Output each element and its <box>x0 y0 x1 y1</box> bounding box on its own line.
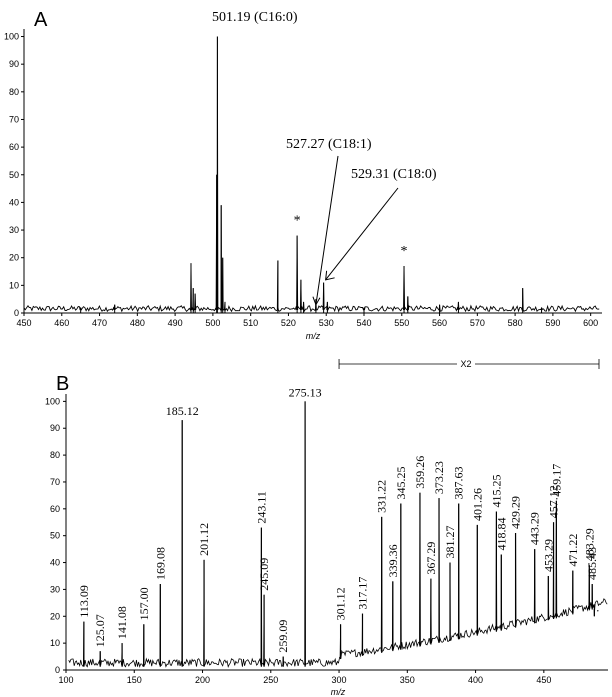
peak-label-b: 415.25 <box>489 475 503 508</box>
x-tick-label-b: 200 <box>195 675 210 685</box>
peak-label-b: 457.12 <box>547 485 561 518</box>
x-tick-label-a: 480 <box>130 318 145 328</box>
annotation-c18-1: 527.27 (C18:1) <box>286 137 372 152</box>
x-tick-label-a: 470 <box>92 318 107 328</box>
y-tick-label-b: 80 <box>50 450 60 460</box>
peak-label-b: . <box>587 609 601 612</box>
panel-label-b: B <box>56 373 69 395</box>
peak-label-b: 125.07 <box>93 614 107 647</box>
peak-label-b: 373.23 <box>432 461 446 494</box>
y-tick-label-b: 70 <box>50 477 60 487</box>
x-axis-label-a: m/z <box>306 331 321 341</box>
x-tick-label-a: 580 <box>508 318 523 328</box>
peak-label-b: 485.43 <box>585 547 599 580</box>
x-tick-label-a: 590 <box>545 318 560 328</box>
x-axis-label-b: m/z <box>331 687 346 697</box>
y-tick-label-b: 60 <box>50 504 60 514</box>
y-tick-label-a: 80 <box>9 87 19 97</box>
x-tick-label-b: 250 <box>263 675 278 685</box>
spectrum-line-a <box>23 36 600 313</box>
x-tick-label-a: 460 <box>54 318 69 328</box>
arrow-c18-1 <box>315 155 339 305</box>
peak-label-b: 359.26 <box>413 456 427 489</box>
peak-label-b: 418.84 <box>494 517 508 550</box>
x-tick-label-b: 150 <box>127 675 142 685</box>
y-tick-label-a: 90 <box>9 59 19 69</box>
y-tick-label-a: 50 <box>9 170 19 180</box>
peak-label-b: 345.25 <box>394 466 408 499</box>
peak-label-b: 113.09 <box>77 585 91 618</box>
peak-label-b: 453.29 <box>541 539 555 572</box>
peak-label-b: 387.63 <box>452 466 466 499</box>
peak-label-b: 483.29 <box>582 528 596 561</box>
y-tick-label-a: 30 <box>9 225 19 235</box>
y-tick-label-a: 40 <box>9 197 19 207</box>
panel-b: B X2 0 10 20 30 40 50 60 70 80 90 100 100 150 200 250 300… <box>45 358 608 697</box>
peak-label-b: 401.26 <box>470 488 484 521</box>
peak-label-b: 331.22 <box>375 480 389 513</box>
y-tick-label-b: 10 <box>50 638 60 648</box>
x-tick-label-b: 300 <box>332 675 347 685</box>
spectrum-line-b <box>68 401 608 669</box>
asterisk-a: * <box>294 214 301 229</box>
x-tick-label-a: 560 <box>432 318 447 328</box>
y-tick-label-b: 30 <box>50 584 60 594</box>
y-tick-label-a: 20 <box>9 253 19 263</box>
scale-label: X2 <box>460 359 471 369</box>
x-tick-label-a: 490 <box>168 318 183 328</box>
peak-label-b: 201.12 <box>197 523 211 556</box>
peak-label-b: 301.12 <box>334 587 348 620</box>
y-tick-label-a: 100 <box>4 32 19 42</box>
peak-label-b: 367.29 <box>424 542 438 575</box>
y-tick-label-b: 100 <box>45 396 60 406</box>
annotation-c16: 501.19 (C16:0) <box>212 10 298 25</box>
x-tick-label-a: 570 <box>470 318 485 328</box>
x-tick-label-b: 400 <box>468 675 483 685</box>
peak-label-b: 443.29 <box>528 512 542 545</box>
y-tick-label-a: 0 <box>14 308 19 318</box>
y-tick-label-b: 90 <box>50 423 60 433</box>
x-tick-label-a: 550 <box>394 318 409 328</box>
y-tick-label-b: 0 <box>55 665 60 675</box>
y-tick-label-a: 70 <box>9 114 19 124</box>
asterisk-a: * <box>401 244 408 259</box>
y-tick-label-a: 60 <box>9 142 19 152</box>
arrowhead-c18-1 <box>312 296 321 306</box>
arrow-c18-0 <box>325 187 399 281</box>
peak-label-b: 185.12 <box>166 404 199 418</box>
peak-label-b: 169.08 <box>153 547 167 580</box>
x-tick-label-a: 510 <box>243 318 258 328</box>
arrowhead-c18-0 <box>325 270 335 281</box>
peak-label-b: 141.08 <box>115 606 129 639</box>
peak-label-b: 429.29 <box>509 496 523 529</box>
peak-label-b: 381.27 <box>443 526 457 559</box>
y-tick-label-b: 50 <box>50 531 60 541</box>
peak-label-b: 339.36 <box>386 544 400 577</box>
panel-a: A 0 10 20 30 40 50 60 70 80 90 100 450 460 470 480 490 50… <box>4 9 602 341</box>
peak-label-b: 275.13 <box>289 385 322 399</box>
y-tick-label-b: 20 <box>50 611 60 621</box>
x-tick-label-a: 520 <box>281 318 296 328</box>
y-tick-label-a: 10 <box>9 280 19 290</box>
peak-label-b: 459.17 <box>549 464 563 497</box>
annotation-c18-0: 529.31 (C18:0) <box>351 167 437 182</box>
x-tick-label-b: 100 <box>58 675 73 685</box>
x-tick-label-a: 500 <box>205 318 220 328</box>
peak-label-b: 243.11 <box>254 491 268 524</box>
x-tick-label-b: 450 <box>536 675 551 685</box>
x-tick-label-a: 540 <box>356 318 371 328</box>
scale-label-bg <box>457 358 475 369</box>
x-tick-label-b: 350 <box>400 675 415 685</box>
peak-label-b: 157.00 <box>137 587 151 620</box>
x-tick-label-a: 600 <box>583 318 598 328</box>
peak-label-b: 259.09 <box>276 620 290 653</box>
peak-label-b: 317.17 <box>355 577 369 610</box>
peak-label-b: 471.22 <box>566 534 580 567</box>
y-tick-label-b: 40 <box>50 558 60 568</box>
panel-label-a: A <box>34 9 48 31</box>
x-tick-label-a: 530 <box>319 318 334 328</box>
peak-label-b: 245.09 <box>257 558 271 591</box>
x-tick-label-a: 450 <box>16 318 31 328</box>
